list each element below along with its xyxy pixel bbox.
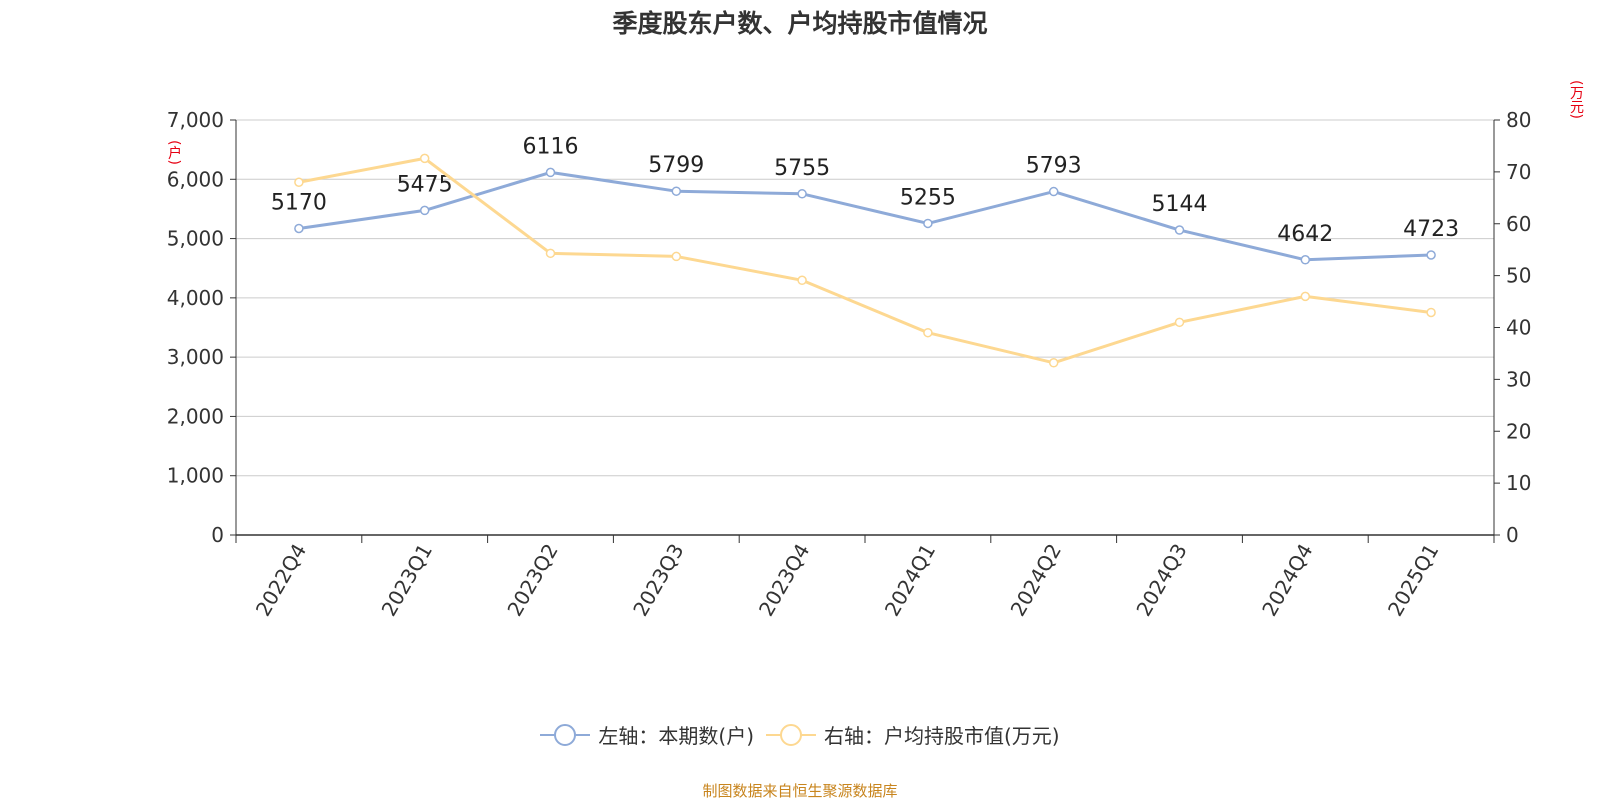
left-axis-tick-label: 3,000 xyxy=(167,345,224,369)
left-series-point xyxy=(671,186,682,196)
right-axis-tick-label: 80 xyxy=(1506,108,1531,132)
right-series-point xyxy=(1048,358,1059,368)
legend-left-label: 左轴：本期数(户) xyxy=(598,724,754,748)
right-series-point xyxy=(1300,291,1311,302)
left-data-label: 5170 xyxy=(271,190,327,215)
left-data-label: 5255 xyxy=(900,185,956,210)
right-axis-tick-label: 70 xyxy=(1506,160,1531,184)
left-axis-tick-label: 6,000 xyxy=(167,167,224,191)
right-series-point xyxy=(1426,307,1436,318)
left-data-label: 4723 xyxy=(1403,217,1459,242)
left-series-point xyxy=(419,205,430,216)
x-axis-tick-label: 2024Q2 xyxy=(1006,540,1066,621)
right-series-point xyxy=(797,275,807,286)
left-axis-unit: (户) xyxy=(166,140,182,165)
x-axis-tick-label: 2023Q1 xyxy=(377,540,437,621)
right-series-point xyxy=(545,248,556,259)
legend-left-circle-icon xyxy=(540,722,591,748)
left-axis-tick-label: 0 xyxy=(211,523,224,547)
legend-item-left[interactable]: 左轴：本期数(户) xyxy=(540,720,754,749)
left-series-point xyxy=(1426,250,1436,260)
left-axis-tick-label: 2,000 xyxy=(167,404,224,428)
left-data-label: 5475 xyxy=(397,172,453,197)
left-series-point xyxy=(1300,255,1311,265)
right-series-point xyxy=(294,177,304,187)
left-axis-tick-label: 7,000 xyxy=(167,108,224,132)
left-data-label: 5144 xyxy=(1152,192,1208,217)
left-series-point xyxy=(1048,186,1059,197)
x-axis-tick-label: 2023Q2 xyxy=(502,540,562,621)
legend-right-circle-icon xyxy=(766,722,816,748)
x-axis-tick-label: 2024Q4 xyxy=(1257,540,1317,621)
left-axis-tick-label: 5,000 xyxy=(167,227,224,251)
right-series-point xyxy=(671,251,682,262)
right-axis-tick-label: 40 xyxy=(1506,316,1531,340)
left-series-point xyxy=(797,189,807,199)
left-axis-tick-label: 1,000 xyxy=(167,464,224,488)
right-axis-tick-label: 30 xyxy=(1506,367,1531,391)
left-series-point xyxy=(294,223,304,234)
x-axis-tick-label: 2023Q3 xyxy=(628,540,688,621)
x-axis-tick-label: 2024Q1 xyxy=(880,540,940,621)
legend-right-label: 右轴：户均持股市值(万元) xyxy=(824,724,1060,748)
left-data-label: 4642 xyxy=(1277,222,1333,247)
right-series-point xyxy=(1174,317,1185,328)
left-series-point xyxy=(545,167,556,178)
x-axis-tick-label: 2025Q1 xyxy=(1383,540,1443,621)
legend-item-right[interactable]: 右轴：户均持股市值(万元) xyxy=(766,720,1060,749)
x-axis-tick-label: 2024Q3 xyxy=(1131,540,1191,621)
left-data-label: 6116 xyxy=(523,134,579,159)
x-axis-tick-label: 2023Q4 xyxy=(754,540,814,621)
right-axis-tick-label: 10 xyxy=(1506,471,1531,495)
data-source-note: 制图数据来自恒生聚源数据库 xyxy=(702,782,898,800)
chart-title: 季度股东户数、户均持股市值情况 xyxy=(612,9,988,38)
right-series-point xyxy=(419,153,430,164)
x-axis-tick-label: 2022Q4 xyxy=(251,540,311,621)
legend: 左轴：本期数(户) 右轴：户均持股市值(万元) xyxy=(0,720,1600,749)
left-series-point xyxy=(923,218,933,229)
left-data-label: 5799 xyxy=(648,153,704,178)
right-axis-tick-label: 20 xyxy=(1506,419,1531,443)
left-series-point xyxy=(1174,225,1185,235)
right-axis-tick-label: 50 xyxy=(1506,264,1531,288)
left-series-line xyxy=(298,170,1432,262)
right-series-point xyxy=(923,327,933,338)
right-axis-tick-label: 0 xyxy=(1506,523,1519,547)
left-data-label: 5755 xyxy=(774,156,830,181)
right-series-line xyxy=(298,156,1432,365)
left-data-label: 5793 xyxy=(1026,154,1082,179)
left-axis-tick-label: 4,000 xyxy=(167,286,224,310)
right-axis-unit: (万元) xyxy=(1568,80,1584,119)
right-axis-tick-label: 60 xyxy=(1506,212,1531,236)
